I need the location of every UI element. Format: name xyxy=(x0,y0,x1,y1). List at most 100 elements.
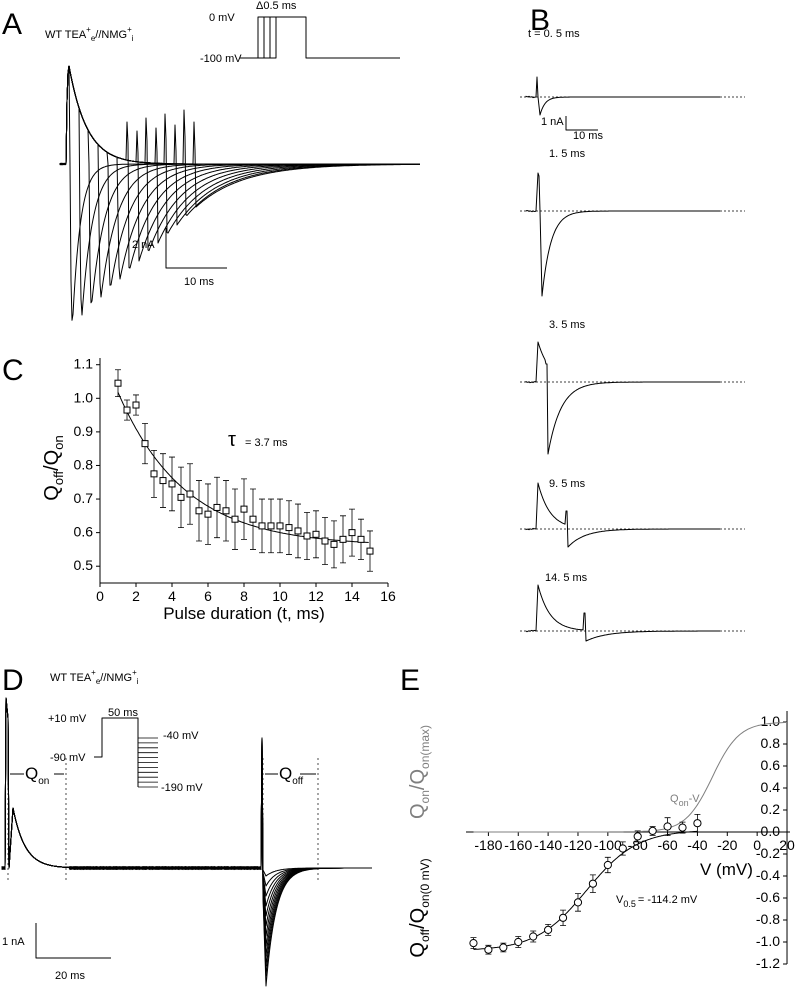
panel-e-ylabel-bottom-main: Q xyxy=(407,942,429,958)
panel-e-ylabel-top-sub2: on(max) xyxy=(418,725,432,769)
panel-c-y-tick-label: 0.9 xyxy=(74,423,94,439)
panel-d-traces xyxy=(1,697,372,987)
panel-e-x-tick-label: -20 xyxy=(717,837,737,853)
panel-e-xlabel: V (mV) xyxy=(700,860,753,879)
panel-d-protocol-top: -40 mV xyxy=(163,730,199,742)
panel-letter-d: D xyxy=(2,664,24,697)
panel-e-data-point xyxy=(469,939,478,948)
panel-c-data-point xyxy=(258,522,266,530)
panel-c-x-tick-label: 6 xyxy=(204,588,212,604)
panel-a-protocol: Δ0.5 ms 0 mV -100 mV xyxy=(200,0,400,65)
panel-d-protocol-duration: 50 ms xyxy=(108,707,138,719)
panel-d-title-sup2: + xyxy=(132,668,137,677)
panel-d-qon-main: Q xyxy=(25,764,38,783)
panel-d-title-sub2: i xyxy=(137,677,139,686)
panel-e-x-tick-label: 0 xyxy=(753,837,761,853)
panel-b: B t = 0. 5 ms 1. 5 ms 3. 5 ms 9. 5 ms 14… xyxy=(520,4,745,642)
panel-e-qon-suffix: -V xyxy=(689,793,701,805)
panel-e-data-point xyxy=(663,822,672,831)
panel-b-current-trace xyxy=(525,172,720,297)
panel-e-x-tick-label: -60 xyxy=(657,837,677,853)
panel-b-current-trace xyxy=(525,482,720,548)
panel-c-x-tick-label: 4 xyxy=(168,588,176,604)
panel-b-current-trace xyxy=(525,341,720,455)
panel-d-title-mid: //NMG xyxy=(100,672,132,684)
panel-e-data-point xyxy=(544,925,553,935)
panel-a-current-trace xyxy=(59,65,420,208)
panel-e-ylabel-bottom-mid: /Q xyxy=(407,908,429,929)
panel-e-data-point xyxy=(618,844,627,853)
panel-d: D WT TEA+e//NMG+i 50 ms +10 mV -90 mV -4… xyxy=(1,664,372,987)
panel-e-qon-label: Qon-V xyxy=(670,793,700,808)
panel-e-axes: -180 -160 -140 -120 -100 -80 -60 -40 -20 0 20 -1.2 -… xyxy=(466,711,795,971)
panel-a-scale-y: 2 nA xyxy=(132,239,155,251)
panel-d-current-trace xyxy=(1,697,372,987)
panel-e-x-tick-label: -40 xyxy=(687,837,707,853)
panel-letter-e: E xyxy=(400,664,420,697)
panel-c-axes: 0 2 4 6 8 10 12 14 16 0.5 0.6 0.7 0.8 0.9 1.0 1.1 xyxy=(74,356,396,604)
panel-a-current-trace xyxy=(59,65,420,298)
panel-c-data-point xyxy=(330,540,338,548)
panel-c-y-tick-label: 1.0 xyxy=(74,389,94,405)
panel-c-data-point xyxy=(195,507,203,515)
panel-e: E -180 -160 -140 -120 -100 -80 -60 -40 -20 0 20 -1.… xyxy=(400,664,795,971)
panel-e-data-point xyxy=(573,898,583,907)
panel-e-data-point xyxy=(648,826,657,836)
panel-c-data-point xyxy=(231,515,239,523)
panel-a-current-trace xyxy=(59,65,420,234)
panel-c-data-point xyxy=(276,522,284,530)
panel-e-y-tick-label: -1.0 xyxy=(756,933,780,949)
panel-c-x-tick-label: 16 xyxy=(380,588,396,604)
panel-e-data-point xyxy=(499,943,508,952)
panel-e-qon-sub: on xyxy=(679,798,689,808)
panel-c-tau-symbol: τ xyxy=(228,429,236,451)
panel-e-data-point xyxy=(693,819,702,828)
panel-e-y-tick-label: 0.8 xyxy=(761,735,781,751)
panel-a-title-mid: //NMG xyxy=(95,29,127,41)
panel-e-ylabel-top-mid: /Q xyxy=(407,769,429,790)
panel-b-label-5: 14. 5 ms xyxy=(545,572,588,584)
panel-c-data-point xyxy=(132,401,140,409)
panel-d-qon-sub: on xyxy=(38,776,49,787)
panel-c-data-point xyxy=(159,477,167,485)
panel-e-v05-value: = -114.2 mV xyxy=(638,894,698,906)
panel-e-ylabel-top: Qon/Qon(max) xyxy=(407,725,432,819)
panel-a-protocol-low-label: -100 mV xyxy=(200,53,242,65)
panel-d-qoff-sub: off xyxy=(292,776,303,787)
panel-a-current-trace xyxy=(59,65,420,286)
panel-c-data-point xyxy=(348,529,356,537)
panel-e-data-point xyxy=(529,932,538,941)
panel-c-ylabel: Qoff/Qon xyxy=(41,435,66,500)
panel-a-current-trace xyxy=(59,65,420,226)
panel-c-data-point xyxy=(150,470,158,478)
panel-b-scale-bar xyxy=(565,116,598,131)
panel-a-protocol-high-label: 0 mV xyxy=(209,12,235,24)
panel-c-ylabel-main: Q xyxy=(41,485,63,501)
panel-e-data-point xyxy=(514,937,523,947)
panel-c-marks xyxy=(114,369,374,572)
panel-c-data-point xyxy=(366,547,374,555)
panel-c-data-point xyxy=(321,537,329,545)
panel-e-y-tick-label: -0.6 xyxy=(756,889,780,905)
panel-c-data-point xyxy=(357,535,365,543)
panel-e-v05-sub: 0.5 xyxy=(623,899,636,909)
panel-a-title-sup1: + xyxy=(86,25,91,34)
panel-e-x-tick-label: -140 xyxy=(534,837,562,853)
panel-e-y-tick-label: 1.0 xyxy=(761,713,781,729)
panel-letter-a: A xyxy=(2,8,22,41)
panel-d-scale-y: 1 nA xyxy=(2,936,25,948)
panel-c-data-point xyxy=(222,507,230,515)
panel-e-y-tick-label: 0.0 xyxy=(761,823,781,839)
panel-c-ylabel-sub2: on xyxy=(51,435,66,449)
panel-b-scale-y: 1 nA xyxy=(541,116,564,128)
panel-e-qon-main: Q xyxy=(670,793,679,805)
panel-letter-c: C xyxy=(2,354,24,387)
panel-c-tau-text: = 3.7 ms xyxy=(245,437,288,449)
panel-a-title-main: WT TEA xyxy=(45,29,87,41)
panel-c-x-tick-label: 8 xyxy=(240,588,248,604)
panel-d-title: WT TEA+e//NMG+i xyxy=(50,668,139,686)
panel-e-data-point xyxy=(633,832,642,841)
panel-c-data-point xyxy=(285,524,293,532)
panel-c-data-point xyxy=(267,522,275,530)
panel-c-data-point xyxy=(186,490,194,498)
